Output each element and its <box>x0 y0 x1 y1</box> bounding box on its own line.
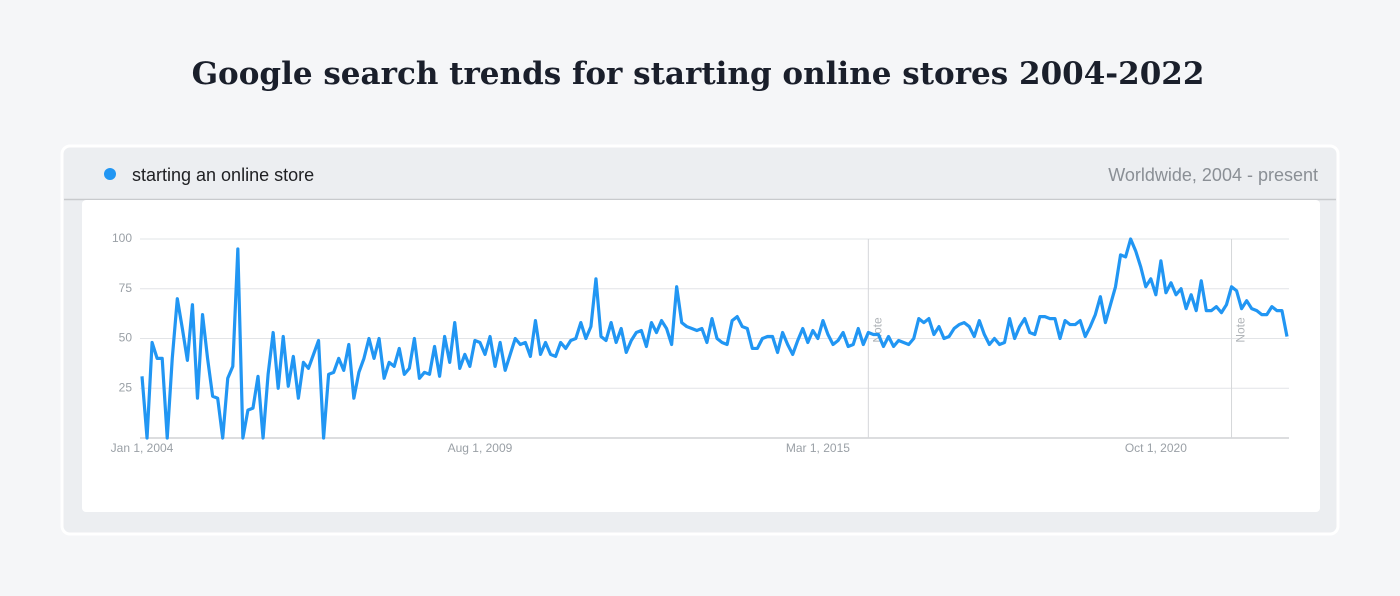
note-label: Note <box>870 317 884 343</box>
y-tick-label: 75 <box>119 281 133 295</box>
legend-label: starting an online store <box>132 165 314 185</box>
y-tick-label: 50 <box>119 331 133 345</box>
x-tick-label: Mar 1, 2015 <box>786 441 850 455</box>
y-tick-label: 100 <box>112 231 132 245</box>
trend-line <box>140 237 1289 440</box>
plot: 25 50 75 100 Jan 1, 2004 Aug 1, 2009 Mar 1, 20… <box>111 231 1289 455</box>
legend-marker <box>104 168 116 180</box>
x-tick-label: Oct 1, 2020 <box>1125 441 1187 455</box>
x-tick-label: Jan 1, 2004 <box>111 441 174 455</box>
region-label: Worldwide, 2004 - present <box>1108 165 1318 185</box>
y-tick-label: 25 <box>119 380 133 394</box>
x-tick-label: Aug 1, 2009 <box>448 441 513 455</box>
chart-panel <box>82 200 1320 512</box>
page-title: Google search trends for starting online… <box>192 56 1205 92</box>
note-label: Note <box>1234 317 1248 343</box>
